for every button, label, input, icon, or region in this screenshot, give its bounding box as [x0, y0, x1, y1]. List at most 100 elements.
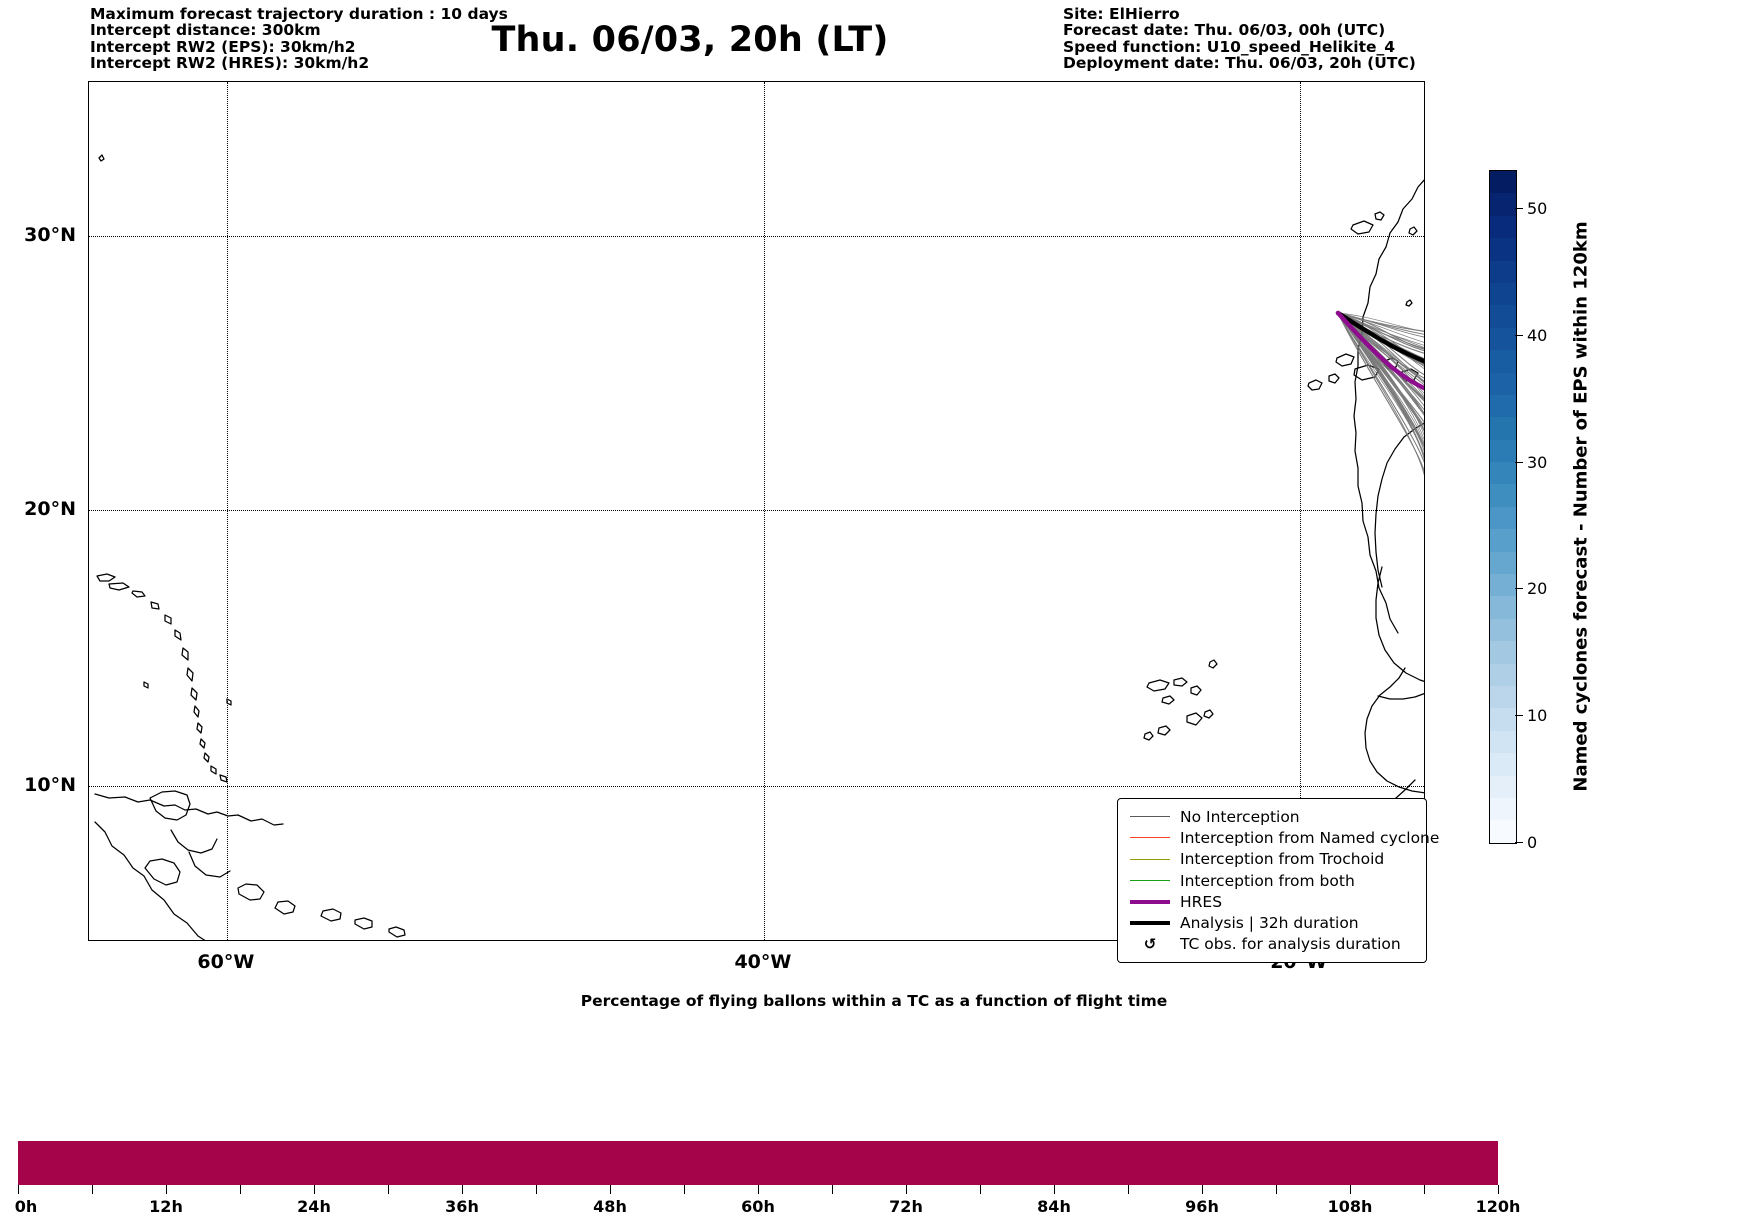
gridline-lon [1299, 82, 1301, 940]
legend-item[interactable]: Interception from both [1127, 870, 1417, 891]
colorbar-segment [1490, 484, 1516, 507]
colorbar-segment [1490, 730, 1516, 754]
flight-time-tick [536, 1185, 537, 1194]
colorbar-segment [1490, 618, 1516, 642]
colorbar-segment [1490, 663, 1516, 686]
legend-line [1130, 899, 1170, 904]
legend-item[interactable]: ↺ TC obs. for analysis duration [1127, 934, 1417, 955]
colorbar-segment [1490, 327, 1516, 351]
flight-time-bar [18, 1141, 1498, 1185]
flight-time-tick [462, 1185, 463, 1194]
gridline-lat [89, 236, 1424, 238]
lon-tick-label-1: 40°W [734, 951, 792, 973]
legend-line [1130, 837, 1170, 839]
flight-time-tick [1128, 1185, 1129, 1194]
gridline-lon [226, 82, 228, 940]
colorbar-segment [1490, 394, 1516, 418]
legend-line-swatch [1127, 921, 1173, 926]
colorbar-segment [1490, 775, 1516, 798]
flight-time-tick [314, 1185, 315, 1194]
eps-track [1337, 312, 1424, 350]
eps-track [1337, 312, 1424, 476]
param-intercept-distance: Intercept distance: 300km [90, 21, 321, 40]
eps-track [1337, 312, 1424, 370]
flight-time-tick [1424, 1185, 1425, 1194]
colorbar-segment [1490, 641, 1516, 664]
flight-time-tick [980, 1185, 981, 1194]
legend-item-label: Interception from Named cyclone [1180, 828, 1440, 847]
colorbar-segment [1490, 529, 1516, 552]
colorbar-label: Named cyclones forecast - Number of EPS … [1566, 170, 1596, 842]
flight-time-tick [1350, 1185, 1351, 1194]
analysis-track [1335, 310, 1424, 364]
info-deployment-date: Deployment date: Thu. 06/03, 20h (UTC) [1063, 54, 1416, 73]
lon-tick-label-0: 60°W [197, 951, 255, 973]
page-title: Thu. 06/03, 20h (LT) [491, 20, 889, 60]
info-forecast-date: Forecast date: Thu. 06/03, 00h (UTC) [1063, 21, 1386, 40]
flight-time-tick-label-1: 12h [149, 1197, 183, 1216]
lat-tick-label-2: 10°N [24, 773, 76, 796]
colorbar-tick [1515, 715, 1523, 717]
legend-item-label: TC obs. for analysis duration [1180, 935, 1401, 954]
map-panel[interactable] [88, 81, 1425, 941]
legend-line [1130, 921, 1170, 926]
bottom-bar-title: Percentage of flying ballons within a TC… [580, 992, 1168, 1010]
colorbar-segment [1490, 238, 1516, 261]
flight-time-tick [684, 1185, 685, 1194]
flight-time-tick-label-8: 96h [1185, 1197, 1219, 1216]
flight-time-tick [906, 1185, 907, 1194]
colorbar [1489, 170, 1517, 844]
legend-item[interactable]: No Interception [1127, 806, 1417, 827]
map-legend[interactable]: No Interception Interception from Named c… [1117, 798, 1439, 964]
colorbar-segment [1490, 506, 1516, 530]
gridline-lon [763, 82, 765, 940]
legend-item-label: No Interception [1180, 807, 1300, 826]
colorbar-segment [1490, 171, 1516, 194]
colorbar-segment [1490, 372, 1516, 395]
legend-item[interactable]: HRES [1127, 891, 1417, 912]
legend-line-swatch [1127, 899, 1173, 904]
legend-line [1130, 816, 1170, 818]
legend-line [1130, 880, 1170, 882]
legend-line-swatch [1127, 858, 1173, 860]
legend-item-label: Interception from Trochoid [1180, 850, 1385, 869]
colorbar-tick [1515, 334, 1523, 336]
flight-time-tick-label-2: 24h [297, 1197, 331, 1216]
flight-time-tick-label-5: 60h [741, 1197, 775, 1216]
legend-item-label: HRES [1180, 892, 1223, 911]
colorbar-segment [1490, 574, 1516, 597]
flight-time-tick-label-7: 84h [1037, 1197, 1071, 1216]
colorbar-tick-label-3: 30 [1527, 452, 1548, 472]
flight-time-tick [1276, 1185, 1277, 1194]
legend-item[interactable]: Interception from Trochoid [1127, 849, 1417, 870]
flight-time-tick [18, 1185, 19, 1194]
colorbar-segment [1490, 797, 1516, 821]
colorbar-segment [1490, 350, 1516, 373]
legend-item-label: Analysis | 32h duration [1180, 914, 1359, 933]
colorbar-segment [1490, 215, 1516, 239]
colorbar-segment [1490, 596, 1516, 619]
trajectory-layer [1335, 310, 1424, 476]
legend-line [1130, 858, 1170, 860]
flight-time-tick-label-6: 72h [889, 1197, 923, 1216]
legend-item[interactable]: Interception from Named cyclone [1127, 827, 1439, 848]
colorbar-segment [1490, 462, 1516, 485]
colorbar-segment [1490, 685, 1516, 709]
gridline-lat [89, 785, 1424, 787]
flight-time-tick [1054, 1185, 1055, 1194]
colorbar-segment [1490, 820, 1516, 843]
colorbar-tick [1515, 842, 1523, 843]
flight-time-tick-label-0: 0h [14, 1197, 38, 1216]
colorbar-label-text: Named cyclones forecast - Number of EPS … [1570, 220, 1592, 792]
flight-time-tick [92, 1185, 93, 1194]
flight-time-tick [166, 1185, 167, 1194]
flight-time-tick [240, 1185, 241, 1194]
flight-time-tick [832, 1185, 833, 1194]
header-right-info: Site: ElHierro Forecast date: Thu. 06/03… [1063, 6, 1416, 72]
colorbar-segment [1490, 417, 1516, 440]
flight-time-tick [758, 1185, 759, 1194]
legend-item[interactable]: Analysis | 32h duration [1127, 912, 1417, 933]
colorbar-segment [1490, 551, 1516, 575]
colorbar-segment [1490, 305, 1516, 328]
flight-time-tick-label-10: 120h [1475, 1197, 1521, 1216]
